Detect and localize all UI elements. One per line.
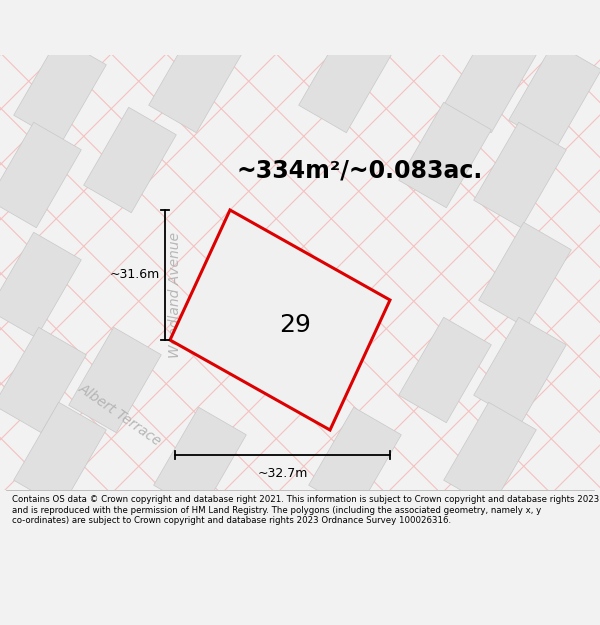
Text: Albert Terrace: Albert Terrace [76, 381, 164, 449]
Polygon shape [0, 328, 86, 432]
Polygon shape [479, 222, 571, 328]
Polygon shape [443, 28, 536, 132]
Text: ~32.7m: ~32.7m [257, 467, 308, 480]
Polygon shape [68, 328, 161, 432]
Polygon shape [299, 28, 391, 132]
Polygon shape [509, 42, 600, 148]
Text: Woodland Avenue: Woodland Avenue [168, 232, 182, 358]
Polygon shape [0, 122, 82, 228]
Polygon shape [0, 232, 82, 338]
Polygon shape [443, 402, 536, 508]
Polygon shape [308, 408, 401, 512]
Text: 29: 29 [279, 313, 311, 337]
Polygon shape [14, 402, 106, 508]
Polygon shape [149, 28, 241, 132]
Polygon shape [170, 210, 390, 430]
Text: ~334m²/~0.083ac.: ~334m²/~0.083ac. [237, 158, 483, 182]
Polygon shape [398, 102, 491, 208]
Polygon shape [398, 318, 491, 422]
Text: ~31.6m: ~31.6m [110, 269, 160, 281]
Polygon shape [14, 38, 106, 142]
Text: Contains OS data © Crown copyright and database right 2021. This information is : Contains OS data © Crown copyright and d… [12, 496, 599, 525]
Polygon shape [473, 122, 566, 228]
Polygon shape [154, 408, 247, 512]
Polygon shape [83, 107, 176, 212]
Polygon shape [473, 318, 566, 422]
